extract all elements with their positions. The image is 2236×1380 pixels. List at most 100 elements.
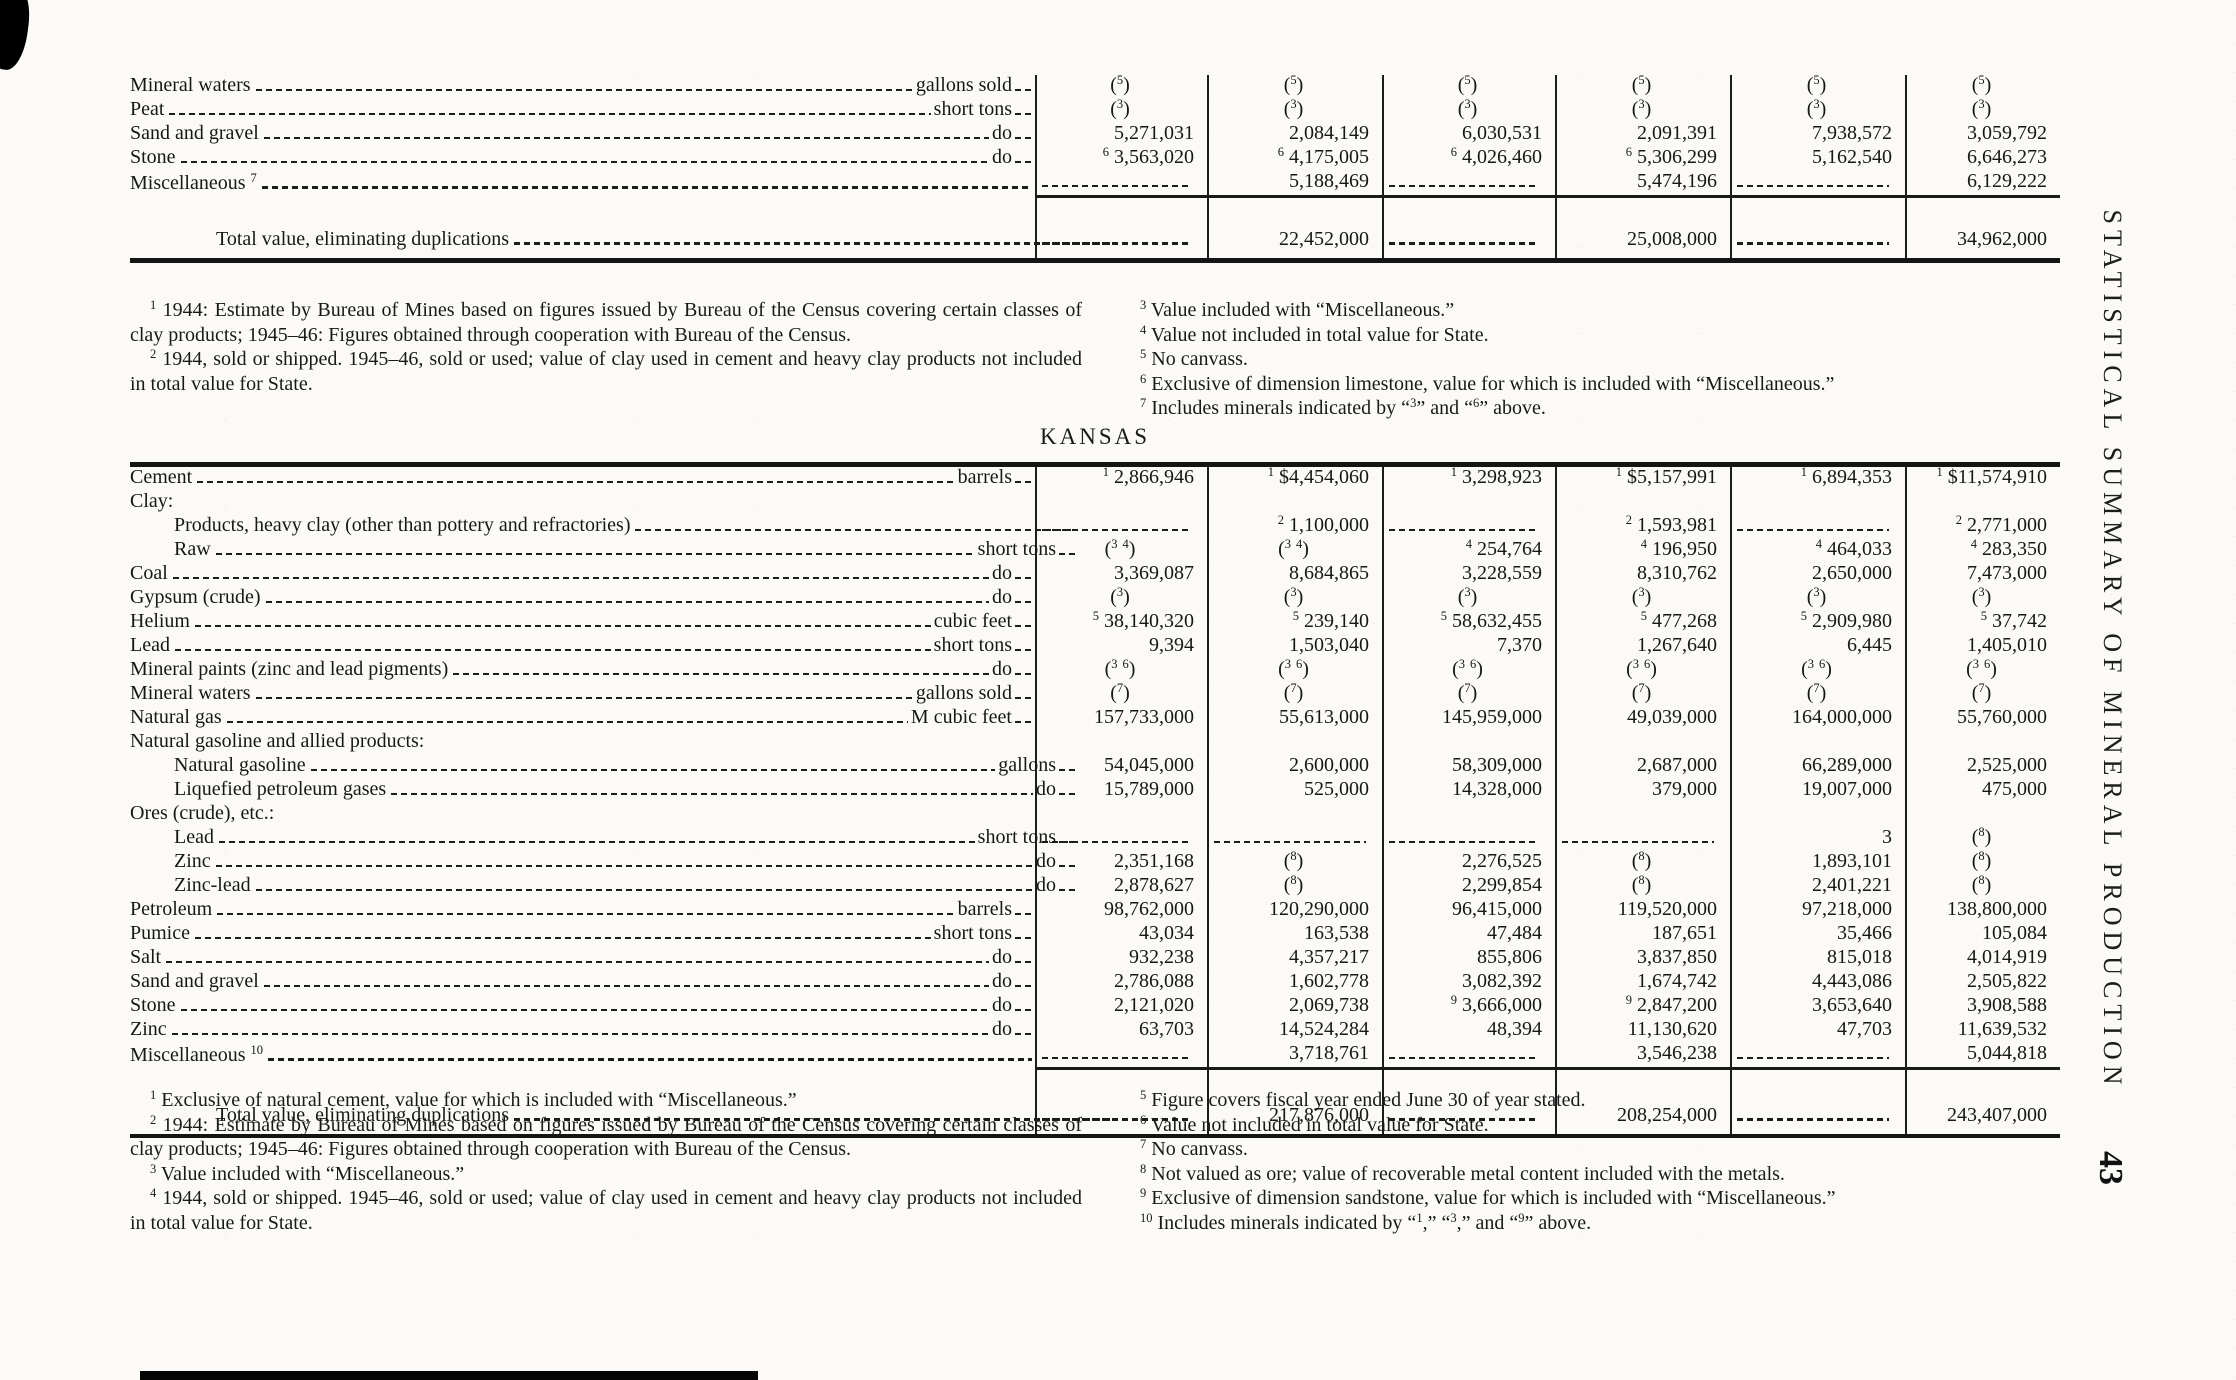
row-label-text: Peat [130, 98, 165, 120]
value-cell: 55,613,000 [1207, 707, 1383, 731]
value-cell: 475,000 [1905, 779, 2060, 803]
leader-dots [391, 792, 1033, 795]
footnote: 5 No canvass. [1140, 347, 1248, 370]
unit-label: cubic feet [933, 610, 1012, 632]
dash-fill [1389, 184, 1539, 187]
rule-cell [1382, 195, 1556, 212]
table-row: Miscellaneous 7 5,188,469 5,474,196 6,129,2… [130, 171, 2060, 197]
table-row: Zinc do 63,703 14,524,284 48,394 11,130,620 47… [130, 1019, 2060, 1043]
unit-label: short tons [933, 98, 1012, 120]
value-cell: 96,415,000 [1382, 899, 1556, 923]
row-label: Ores (crude), etc.: [130, 803, 1036, 827]
value-cell: 3,546,238 [1555, 1043, 1731, 1069]
footnote: 2 1944: Estimate by Bureau of Mines base… [130, 1112, 1082, 1160]
value-cell [1382, 827, 1556, 851]
value-cell: 1 $11,574,910 [1905, 466, 2060, 491]
leader-dots [635, 528, 1076, 531]
row-label: Natural gasoline gallons [130, 755, 1079, 779]
value-cell: 4 464,033 [1730, 538, 1906, 563]
unit-label: do [1036, 850, 1056, 872]
value-cell: 2,069,738 [1207, 995, 1383, 1019]
row-label-text: Stone [130, 994, 176, 1016]
row-label: Salt do [130, 947, 1036, 971]
value-cell: (5) [1555, 74, 1731, 99]
footnote: 5 Figure covers fiscal year ended June 3… [1140, 1088, 1586, 1111]
row-label: Lead short tons [130, 827, 1079, 851]
value-cell: 217,876,000 [1207, 1083, 1383, 1134]
leader-dots [1015, 112, 1035, 115]
leader-dots [197, 480, 955, 483]
value-cell: (7) [1035, 682, 1208, 707]
value-cell [1207, 803, 1383, 827]
leader-dots [180, 1008, 989, 1011]
row-label: Natural gas M cubic feet [130, 707, 1036, 731]
row-label: Petroleum barrels [130, 899, 1036, 923]
table-row: Mineral waters gallons sold (7) (7) (7) (7) (7… [130, 682, 2060, 707]
value-cell: (8) [1555, 874, 1731, 899]
value-cell: (3) [1035, 586, 1208, 611]
value-cell: 2,401,221 [1730, 875, 1906, 899]
value-cell: 6 3,563,020 [1035, 146, 1208, 171]
value-cell [1730, 171, 1906, 197]
value-cell: (3) [1382, 98, 1556, 123]
value-cell: 25,008,000 [1555, 211, 1731, 258]
leader-dots [169, 112, 931, 115]
value-cell [1035, 491, 1208, 515]
value-cell [1730, 491, 1906, 515]
row-label: Natural gasoline and allied products: [130, 731, 1036, 755]
value-cell [1382, 171, 1556, 197]
row-label: Stone do [130, 995, 1036, 1019]
value-cell: (5) [1035, 74, 1208, 99]
dash-fill [1042, 1056, 1191, 1059]
value-cell: 7,370 [1382, 635, 1556, 659]
row-label: Peat short tons [130, 99, 1036, 123]
leader-dots [1059, 864, 1079, 867]
table-row: Lead short tons 3 (8) [130, 826, 2060, 851]
footnote: 2 1944, sold or shipped. 1945–46, sold o… [130, 347, 1082, 395]
footnote: 1 Exclusive of natural cement, value for… [150, 1088, 797, 1111]
row-label-text: Gypsum (crude) [130, 586, 261, 608]
row-label: Stone do [130, 147, 1036, 171]
value-cell: 34,962,000 [1905, 211, 2060, 258]
value-cell: 5 2,909,980 [1730, 610, 1906, 635]
row-label: Pumice short tons [130, 923, 1036, 947]
value-cell: 145,959,000 [1382, 707, 1556, 731]
value-cell [1555, 803, 1731, 827]
leader-dots [180, 160, 989, 163]
value-cell [1035, 515, 1208, 539]
value-cell: (5) [1730, 74, 1906, 99]
footnote: 9 Exclusive of dimension sandstone, valu… [1140, 1186, 1836, 1209]
rule-cell [1382, 1067, 1556, 1084]
value-cell: (3 4) [1035, 538, 1208, 563]
row-label-text: Natural gasoline and allied products: [130, 730, 425, 752]
footnote: 6 Value not included in total value for … [1140, 1112, 1489, 1136]
value-cell [1730, 803, 1906, 827]
dash-fill [1042, 184, 1191, 187]
unit-label: gallons sold [915, 682, 1012, 704]
table-row: Pumice short tons 43,034 163,538 47,484 187,6… [130, 923, 2060, 947]
value-cell [1382, 491, 1556, 515]
value-cell: 120,290,000 [1207, 899, 1383, 923]
row-label: Cement barrels [130, 467, 1036, 491]
value-cell: 15,789,000 [1035, 779, 1208, 803]
value-cell: 1,503,040 [1207, 635, 1383, 659]
leader-dots [310, 768, 996, 771]
leader-dots [1059, 552, 1079, 555]
value-cell: (8) [1555, 850, 1731, 875]
leader-dots [261, 186, 1032, 189]
footnote: 10 Includes minerals indicated by “1,” “… [1140, 1210, 1592, 1234]
dash-fill [1042, 528, 1191, 531]
value-cell: (3) [1035, 98, 1208, 123]
value-cell: 6,129,222 [1905, 171, 2060, 197]
dash-fill [1389, 528, 1539, 531]
row-label: Miscellaneous 7 [130, 171, 1036, 197]
value-cell: 2,276,525 [1382, 851, 1556, 875]
leader-dots [453, 672, 989, 675]
leader-dots [217, 912, 955, 915]
leader-dots [1015, 960, 1035, 963]
leader-dots [1015, 984, 1035, 987]
value-cell [1382, 1083, 1556, 1134]
value-cell: 58,309,000 [1382, 755, 1556, 779]
value-cell [1035, 171, 1208, 197]
